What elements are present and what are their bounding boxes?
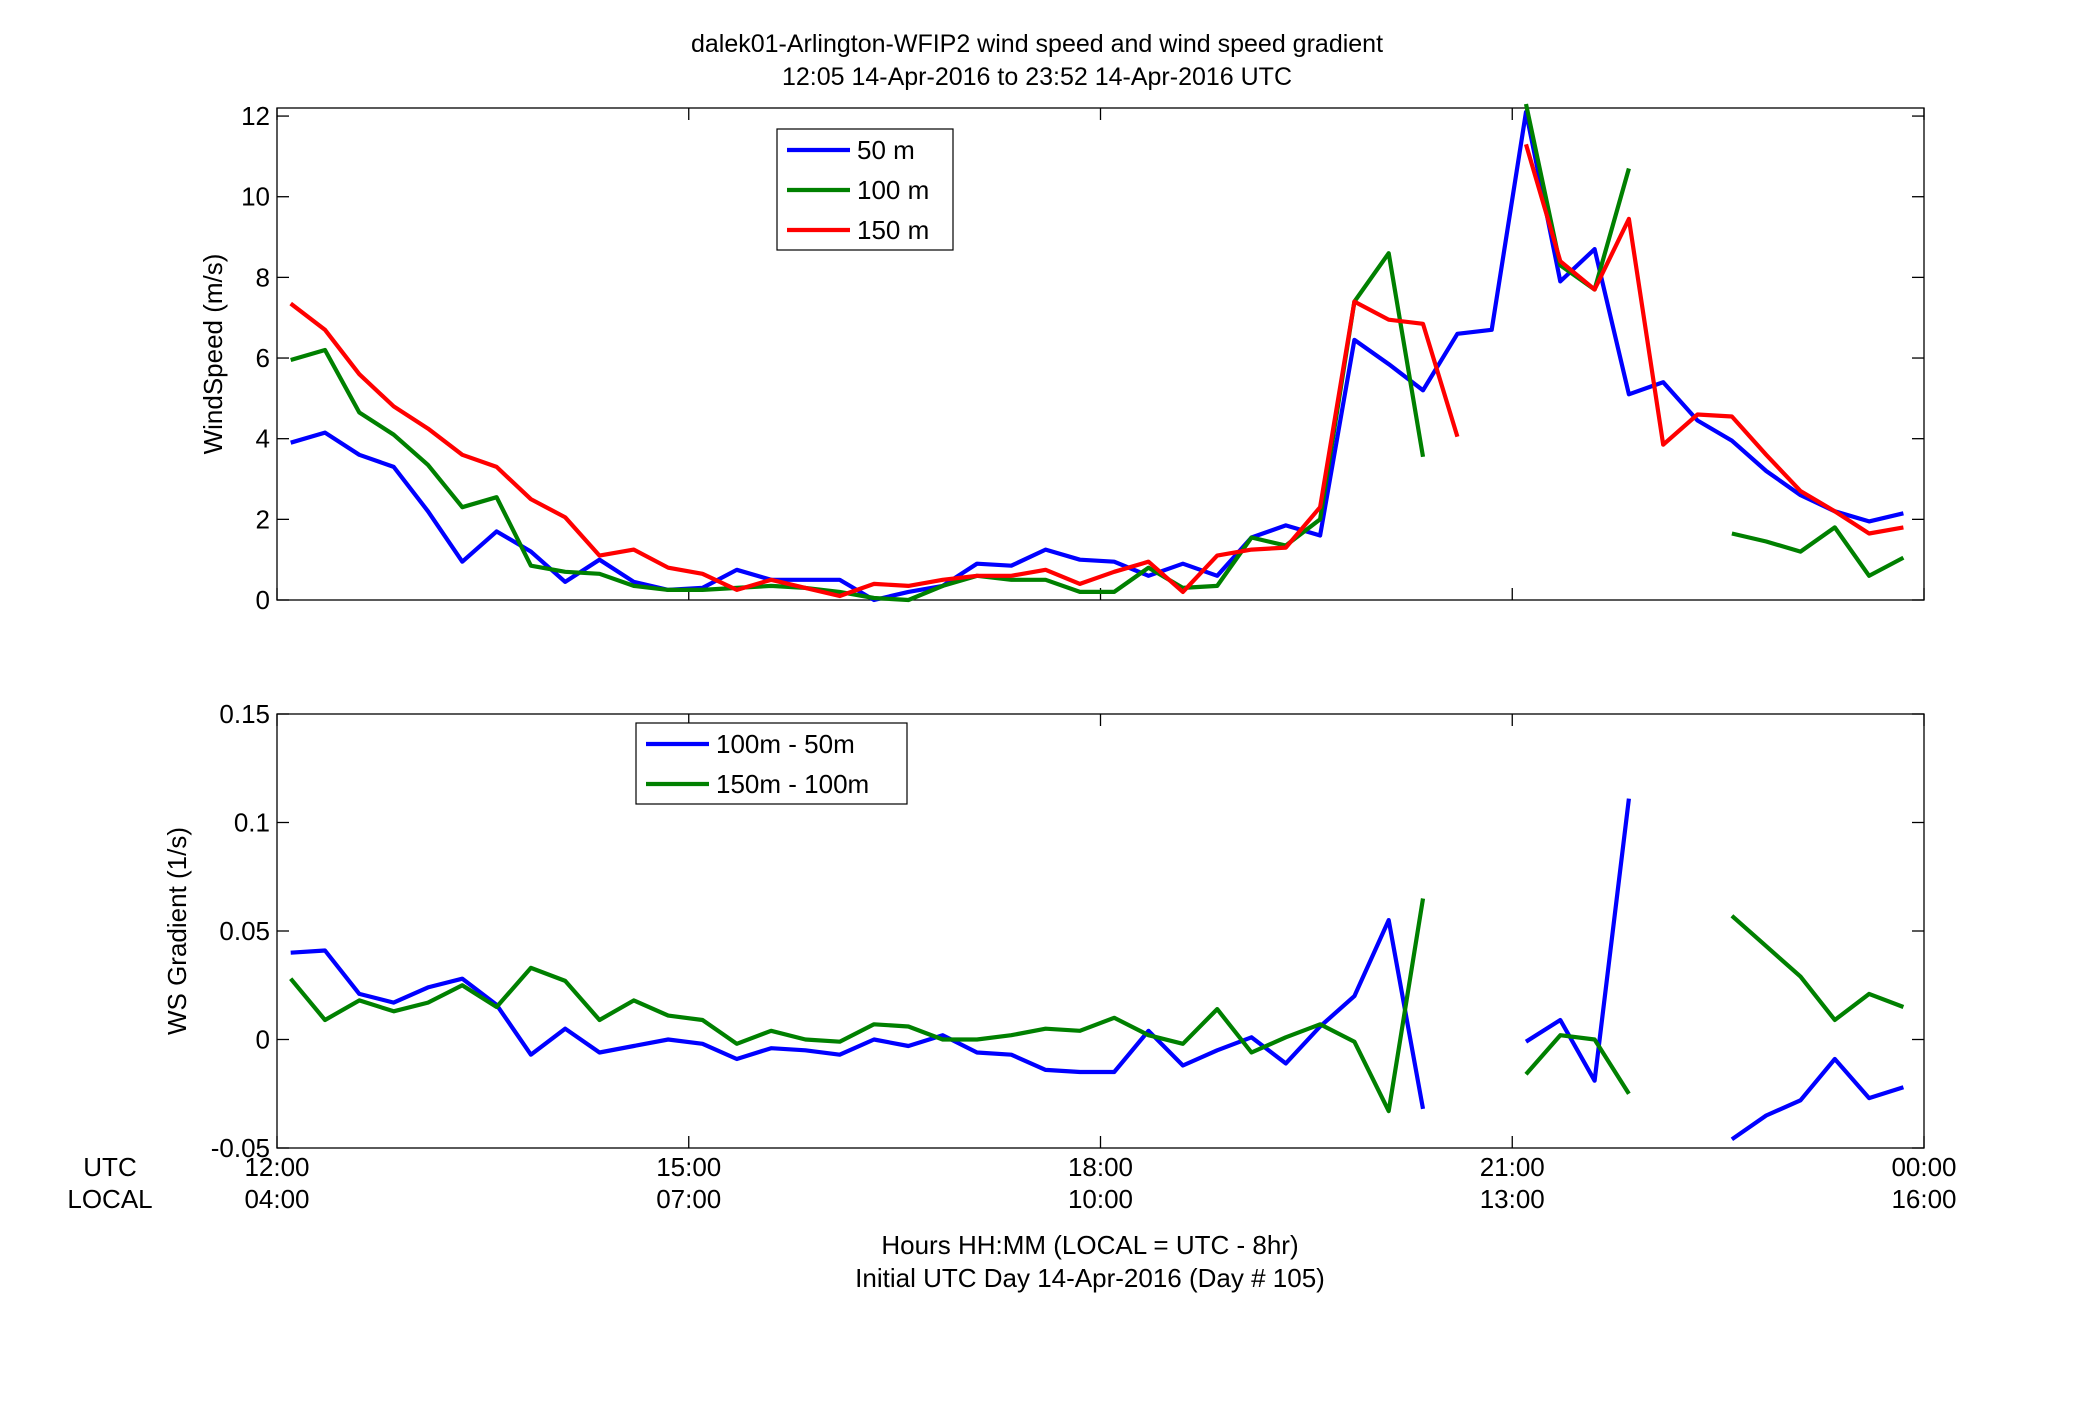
legend-label: 100m - 50m [716,729,855,759]
utc-tick-label: 21:00 [1480,1152,1545,1182]
legend-box [635,722,908,805]
utc-tick-label: 00:00 [1891,1152,1956,1182]
plot-frame [276,713,1925,1149]
local-tick-label: 13:00 [1480,1184,1545,1214]
local-tick-label: 04:00 [244,1184,309,1214]
utc-row-label: UTC [83,1152,136,1182]
y-tick-label: 12 [241,101,270,131]
series-line [289,143,1904,599]
utc-tick-label: 18:00 [1068,1152,1133,1182]
series-line [290,103,1905,603]
y-tick-label: 0.05 [219,916,270,946]
local-tick-label: 10:00 [1068,1184,1133,1214]
legend-label: 50 m [857,135,915,165]
utc-tick-label: 15:00 [656,1152,721,1182]
y-tick-label: 0 [256,1025,270,1055]
local-row-label: LOCAL [67,1184,152,1214]
chart-title-line1: dalek01-Arlington-WFIP2 wind speed and w… [691,30,1383,58]
series-line [289,898,1905,1114]
plot-frame [276,107,1925,601]
legend-label: 150m - 100m [716,769,869,799]
wind-gradient-panel: -0.05 0 0.05 0.1 0.15 WS Gradient (1/s) 100m -… [162,699,1925,1163]
local-tick-label: 07:00 [656,1184,721,1214]
legend: 100m - 50m 150m - 100m [635,722,908,805]
legend-label: 100 m [857,175,929,205]
chart-title-line2: 12:05 14-Apr-2016 to 23:52 14-Apr-2016 U… [782,63,1292,91]
series-line [290,109,1904,603]
x-axis-label-line2: Initial UTC Day 14-Apr-2016 (Day # 105) [855,1263,1325,1293]
y-tick-label: 0.15 [219,699,270,729]
y-tick-label: 4 [256,424,270,454]
series-line [290,798,1905,1142]
utc-tick-label: 12:00 [244,1152,309,1182]
legend-label: 150 m [857,215,929,245]
y-tick-label: 0.1 [234,808,270,838]
y-tick-label: -0.05 [211,1133,270,1163]
local-tick-label: 16:00 [1891,1184,1956,1214]
y-axis-label: WS Gradient (1/s) [162,827,192,1035]
y-tick-label: 6 [256,343,270,373]
legend: 50 m 100 m 150 m [776,128,954,251]
x-axis-label-line1: Hours HH:MM (LOCAL = UTC - 8hr) [881,1230,1298,1260]
y-tick-label: 0 [256,585,270,615]
y-tick-label: 10 [241,182,270,212]
y-tick-label: 8 [256,262,270,292]
wind-speed-panel: 0 2 4 6 8 10 12 WindSpeed (m/s) 50 m 100 m 150 m [198,101,1925,615]
y-axis-label: WindSpeed (m/s) [198,254,228,455]
y-tick-label: 2 [256,504,270,534]
